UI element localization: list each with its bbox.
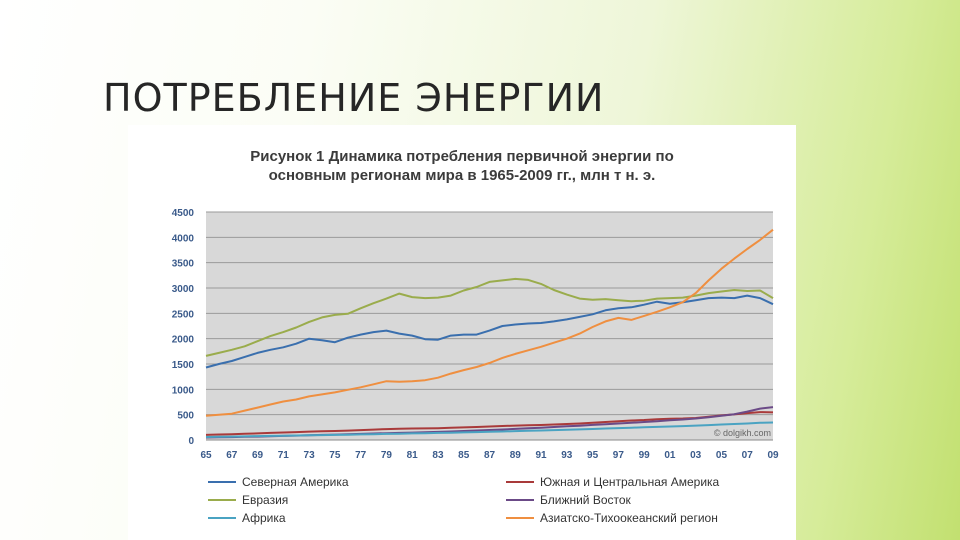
x-tick-label: 83 (432, 450, 444, 461)
watermark: © dolgikh.com (714, 428, 771, 438)
x-tick-label: 93 (561, 450, 573, 461)
x-tick-label: 99 (639, 450, 651, 461)
chart-title-line-2: основным регионам мира в 1965-2009 гг., … (268, 167, 656, 184)
x-tick-label: 87 (484, 450, 496, 461)
x-tick-label: 89 (510, 450, 522, 461)
x-tick-label: 01 (664, 450, 676, 461)
x-tick-label: 97 (613, 450, 625, 461)
x-tick-label: 05 (716, 450, 728, 461)
x-tick-label: 79 (381, 450, 393, 461)
y-tick-label: 1500 (172, 360, 195, 371)
line-chart: 0 500 1000 1500 2000 2500 3000 3500 4000 4500 65 67… (172, 208, 779, 461)
x-tick-label: 71 (278, 450, 290, 461)
series-line-1 (205, 294, 774, 369)
x-tick-label: 09 (767, 450, 779, 461)
plot-area (206, 212, 773, 440)
y-tick-label: 4500 (172, 208, 195, 219)
chart-title: Рисунок 1 Динамика потребления первичной… (128, 147, 796, 185)
y-tick-label: 3500 (172, 259, 195, 270)
y-tick-label: 4000 (172, 233, 195, 244)
x-tick-label: 81 (407, 450, 419, 461)
y-tick-label: 2000 (172, 335, 195, 346)
slide-title: ПОТРЕБЛЕНИЕ ЭНЕРГИИ (103, 76, 605, 120)
x-tick-label: 03 (690, 450, 702, 461)
y-tick-label: 2500 (172, 309, 195, 320)
y-tick-label: 500 (177, 411, 194, 422)
x-tick-label: 95 (587, 450, 599, 461)
x-tick-label: 07 (742, 450, 754, 461)
y-tick-label: 0 (188, 436, 194, 447)
chart-title-line-1: Рисунок 1 Динамика потребления первичной… (250, 148, 674, 165)
series-line-5 (205, 421, 774, 438)
x-tick-label: 85 (458, 450, 470, 461)
x-tick-label: 65 (200, 450, 212, 461)
series-line-3 (205, 277, 774, 357)
chart-figure: Рисунок 1 Динамика потребления первичной… (128, 125, 796, 540)
x-tick-label: 73 (304, 450, 316, 461)
x-tick-label: 77 (355, 450, 367, 461)
x-tick-label: 75 (329, 450, 341, 461)
x-tick-label: 91 (535, 450, 547, 461)
series-line-6 (205, 228, 774, 417)
x-tick-label: 67 (226, 450, 238, 461)
series-line-2 (205, 411, 774, 436)
x-tick-label: 69 (252, 450, 264, 461)
y-tick-label: 3000 (172, 284, 195, 295)
y-tick-label: 1000 (172, 385, 195, 396)
